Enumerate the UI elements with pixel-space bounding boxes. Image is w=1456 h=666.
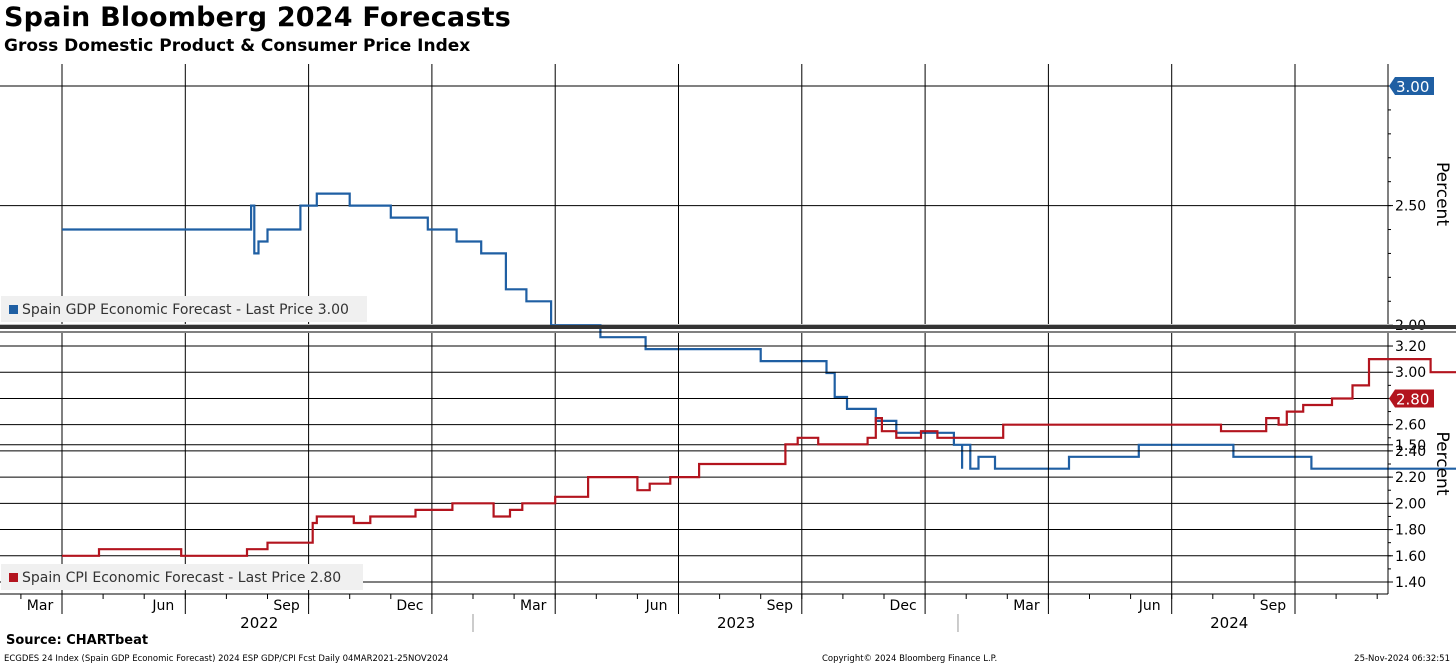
timestamp: 25-Nov-2024 06:32:51 <box>1354 654 1450 664</box>
x-month-label: Dec <box>890 598 917 614</box>
ticker-line: ECGDES 24 Index (Spain GDP Economic Fore… <box>4 654 449 664</box>
last-price-label: 3.00 <box>1396 78 1429 96</box>
copyright-note: Copyright© 2024 Bloomberg Finance L.P. <box>822 654 998 664</box>
chart-subtitle: Gross Domestic Product & Consumer Price … <box>4 36 471 56</box>
panel-separator <box>0 325 1456 329</box>
x-month-label: Mar <box>520 598 547 614</box>
cpi-series-line <box>62 358 1456 557</box>
y-axis-title: Percent <box>1432 432 1452 496</box>
y-tick-label: 2.00 <box>1395 496 1426 512</box>
x-year-label: 2022 <box>240 614 278 632</box>
legend-swatch <box>9 305 18 314</box>
y-tick-label: 3.20 <box>1395 339 1426 355</box>
y-tick-label: 2.20 <box>1395 470 1426 486</box>
y-tick-label: 2.50 <box>1395 199 1426 215</box>
x-month-label: Sep <box>273 598 300 614</box>
y-tick-label: 1.60 <box>1395 549 1426 565</box>
x-month-label: Sep <box>767 598 794 614</box>
source-note: Source: CHARTbeat <box>6 633 149 648</box>
legend-box <box>1 564 363 590</box>
y-tick-label: 1.50 <box>1395 438 1426 454</box>
y-tick-label: 2.60 <box>1395 418 1426 434</box>
x-month-label: Mar <box>27 598 54 614</box>
gdp-series-line <box>62 192 1456 470</box>
x-month-label: Jun <box>645 598 668 614</box>
legend-swatch <box>9 573 18 582</box>
x-month-label: Jun <box>151 598 174 614</box>
legend-box <box>1 296 367 322</box>
y-tick-label: 2.40 <box>1395 444 1426 460</box>
last-price-badge <box>1389 389 1434 408</box>
x-month-label: Jun <box>1138 598 1161 614</box>
chart-title: Spain Bloomberg 2024 Forecasts <box>4 2 511 33</box>
y-axis-title: Percent <box>1432 162 1452 226</box>
legend-label: Spain GDP Economic Forecast - Last Price… <box>22 302 349 318</box>
last-price-label: 2.80 <box>1396 390 1429 408</box>
y-tick-label: 3.00 <box>1395 365 1426 381</box>
legend-label: Spain CPI Economic Forecast - Last Price… <box>22 570 341 586</box>
x-year-label: 2023 <box>717 614 755 632</box>
x-year-label: 2024 <box>1210 614 1248 632</box>
y-tick-label: 1.80 <box>1395 523 1426 539</box>
x-month-label: Mar <box>1013 598 1040 614</box>
x-month-label: Dec <box>396 598 423 614</box>
last-price-badge <box>1389 77 1434 95</box>
y-tick-label: 1.40 <box>1395 575 1426 591</box>
x-month-label: Sep <box>1260 598 1287 614</box>
